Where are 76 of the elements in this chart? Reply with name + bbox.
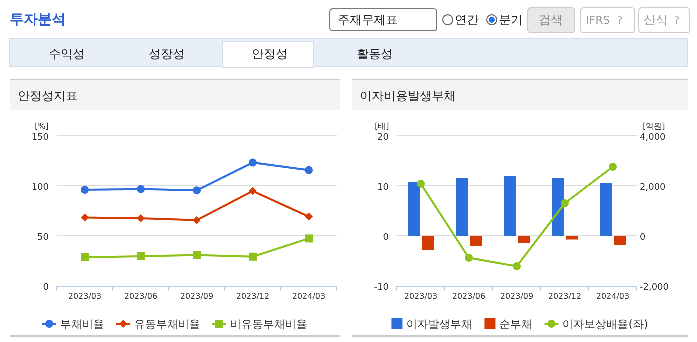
point: [193, 251, 201, 260]
legend-label: 순부채: [500, 318, 533, 331]
text: 산식: [644, 13, 668, 27]
chart-title: 이자비용발생부채: [360, 89, 456, 103]
bar: [504, 176, 516, 236]
bar: [456, 178, 468, 236]
y-axis-title: [%]: [35, 122, 49, 131]
point: [561, 200, 569, 208]
text: 분기: [499, 13, 523, 27]
x-tick-label: 2023/12: [236, 292, 270, 301]
point: [193, 186, 201, 195]
text: 투자분석: [10, 12, 66, 28]
bar: [566, 236, 578, 240]
point: [137, 185, 145, 194]
legend-label: 유동부채비율: [134, 318, 200, 331]
x-tick-label: 2023/03: [404, 292, 438, 301]
y2-tick-label: 4,000: [640, 133, 666, 143]
text: 수익성: [49, 47, 85, 61]
point: [249, 187, 257, 196]
text: 성장성: [149, 47, 185, 61]
bar: [600, 183, 612, 236]
x-tick-label: 2023/06: [452, 292, 486, 301]
text: 연간: [455, 13, 479, 27]
bar: [422, 236, 434, 250]
point: [137, 214, 145, 222]
x-tick-label: 2023/03: [68, 292, 102, 301]
legend-label: 이자발생부채: [406, 318, 473, 331]
y-tick-label: 0: [43, 283, 50, 293]
point: [81, 254, 89, 262]
text: ?: [617, 16, 623, 27]
text: 주재무제표: [338, 13, 398, 27]
point: [249, 158, 257, 167]
y-tick-label: 100: [32, 183, 50, 193]
text: IFRS: [586, 14, 610, 27]
point: [81, 214, 89, 222]
y-tick-label: 10: [378, 183, 390, 193]
bar: [470, 236, 482, 246]
y2-tick-label: 0: [640, 233, 646, 243]
y-tick-label: 0: [383, 233, 390, 243]
y2-tick-label: 2,000: [640, 183, 666, 193]
x-tick-label: 2024/03: [292, 292, 326, 301]
text: 활동성: [357, 47, 393, 61]
text: ?: [674, 16, 680, 27]
point: [305, 212, 313, 221]
point: [609, 163, 617, 171]
point: [417, 180, 425, 188]
y-tick-label: 150: [32, 133, 50, 143]
bar: [614, 236, 626, 246]
point: [81, 186, 89, 194]
bar: [408, 182, 420, 236]
text: 검색: [539, 13, 563, 27]
point: [305, 166, 313, 174]
y-axis-title: [배]: [375, 122, 390, 131]
y2-tick-label: -2,000: [640, 283, 670, 293]
x-tick-label: 2024/03: [596, 292, 630, 301]
x-tick-label: 2023/09: [180, 292, 214, 301]
x-tick-label: 2023/06: [124, 292, 158, 301]
point: [193, 216, 201, 224]
text: 안정성: [252, 47, 288, 61]
legend-label: 이자보상배율(좌): [562, 318, 648, 331]
x-tick-label: 2023/12: [548, 292, 582, 301]
chart-title: 안정성지표: [18, 89, 78, 103]
point: [249, 252, 257, 261]
y2-axis-title: [억원]: [643, 122, 666, 131]
y-tick-label: -10: [374, 283, 390, 293]
point: [465, 254, 473, 262]
point: [513, 262, 521, 270]
x-tick-label: 2023/09: [500, 292, 534, 301]
point: [305, 234, 313, 243]
point: [137, 252, 145, 260]
legend-label: 비유동부채비율: [230, 318, 308, 331]
y-tick-label: 50: [38, 233, 50, 243]
y-tick-label: 20: [378, 133, 390, 143]
legend-label: 부채비율: [60, 318, 104, 331]
bar: [518, 236, 530, 244]
bar: [552, 178, 564, 236]
